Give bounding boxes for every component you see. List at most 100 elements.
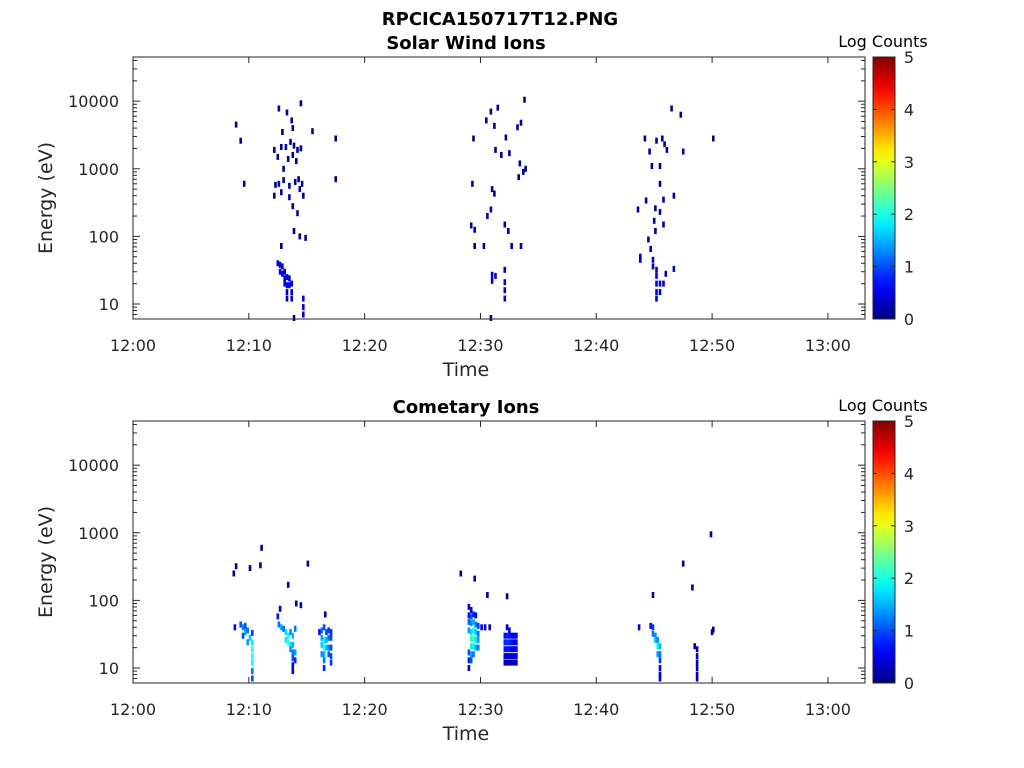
heatmap-cell <box>490 186 494 193</box>
y-tick-label: 1000 <box>78 524 119 543</box>
heatmap-cell <box>251 668 254 675</box>
heatmap-cell <box>672 192 676 199</box>
heatmap-cell <box>651 263 655 270</box>
heatmap-cell <box>295 158 298 165</box>
heatmap-cell <box>277 621 281 628</box>
heatmap-cell <box>656 643 659 650</box>
heatmap-cell <box>469 613 473 620</box>
heatmap-cell <box>295 600 298 607</box>
heatmap-cell <box>471 180 474 187</box>
heatmap-cell <box>486 213 489 219</box>
heatmap-cell <box>304 234 307 241</box>
heatmap-cell <box>320 651 324 658</box>
heatmap-cell <box>476 644 480 651</box>
heatmap-cell <box>650 163 654 169</box>
heatmap-cell <box>289 641 292 648</box>
heatmap-cell <box>516 124 519 131</box>
heatmap-cell <box>327 651 330 658</box>
panel-title: Solar Wind Ions <box>386 33 545 54</box>
heatmap-cell <box>510 243 513 249</box>
x-axis-label: Time <box>442 359 490 381</box>
heatmap-cell <box>329 629 333 636</box>
heatmap-cell <box>505 646 509 653</box>
y-tick-label: 100 <box>88 591 119 610</box>
heatmap-cell <box>647 236 650 243</box>
heatmap-cell <box>522 168 525 175</box>
heatmap-cell <box>472 627 475 634</box>
axes-frame <box>132 420 866 684</box>
heatmap-cell <box>293 625 297 632</box>
heatmap-cell <box>291 668 295 675</box>
heatmap-cell <box>651 624 655 631</box>
heatmap-cell <box>508 632 511 639</box>
heatmap-cell <box>273 146 276 153</box>
heatmap-cell <box>472 611 475 618</box>
heatmap-cell <box>485 117 488 124</box>
heatmap-cell <box>286 155 290 162</box>
heatmap-cell <box>260 544 263 551</box>
heatmap-cell <box>474 644 478 651</box>
heatmap-cell <box>251 653 254 660</box>
heatmap-cell <box>259 562 262 569</box>
heatmap-cell <box>327 627 330 634</box>
heatmap-cell <box>693 643 696 650</box>
y-tick-label: 10000 <box>68 456 119 475</box>
heatmap-cell <box>298 186 302 193</box>
x-tick-label: 12:10 <box>226 700 272 719</box>
heatmap-cell <box>469 635 473 642</box>
heatmap-cell <box>322 657 326 664</box>
heatmap-cell <box>283 275 286 282</box>
heatmap-cell <box>505 632 509 639</box>
heatmap-cell <box>664 270 668 277</box>
plot-area <box>133 57 865 319</box>
colorbar-tick-label: 3 <box>904 517 914 536</box>
heatmap-cell <box>281 263 284 270</box>
heatmap-cell <box>459 570 463 577</box>
heatmap-cell <box>476 630 480 637</box>
heatmap-cell <box>695 671 699 678</box>
heatmap-cell <box>695 653 699 660</box>
heatmap-cell <box>508 150 511 157</box>
heatmap-cell <box>280 144 283 150</box>
heatmap-cell <box>655 272 658 279</box>
heatmap-cell <box>518 160 522 167</box>
heatmap-cell <box>284 144 288 150</box>
heatmap-cell <box>291 649 295 656</box>
heatmap-cell <box>288 275 291 282</box>
heatmap-cell <box>503 659 507 666</box>
heatmap-cell <box>246 639 249 646</box>
heatmap-cell <box>474 621 478 628</box>
heatmap-cell <box>493 190 496 197</box>
heatmap-cell <box>503 632 507 639</box>
heatmap-cell <box>251 675 254 682</box>
heatmap-cell <box>649 622 652 629</box>
heatmap-cell <box>494 146 497 153</box>
heatmap-cell <box>285 289 289 296</box>
heatmap-cell <box>234 563 238 570</box>
heatmap-cell <box>473 243 476 249</box>
heatmap-cell <box>510 632 513 639</box>
heatmap-cell <box>656 651 659 658</box>
x-tick-label: 12:40 <box>573 336 619 355</box>
heatmap-cell <box>288 282 291 289</box>
heatmap-cell <box>505 593 509 600</box>
heatmap-cell <box>512 653 516 660</box>
x-tick-label: 12:20 <box>342 700 388 719</box>
colorbar-tick-label: 1 <box>904 622 914 641</box>
heatmap-cell <box>655 295 658 302</box>
heatmap-cell <box>483 624 487 631</box>
heatmap-cell <box>325 644 328 651</box>
heatmap-cell <box>637 624 641 631</box>
heatmap-cell <box>500 152 503 158</box>
heatmap-cell <box>290 117 293 124</box>
heatmap-cell <box>490 277 494 284</box>
figure-title: RPCICA150717T12.PNG <box>382 9 618 30</box>
heatmap-cell <box>654 205 657 212</box>
heatmap-cell <box>286 632 290 639</box>
heatmap-cell <box>503 221 507 228</box>
heatmap-cell <box>320 641 324 648</box>
heatmap-cell <box>289 629 292 636</box>
heatmap-cell <box>280 243 283 249</box>
